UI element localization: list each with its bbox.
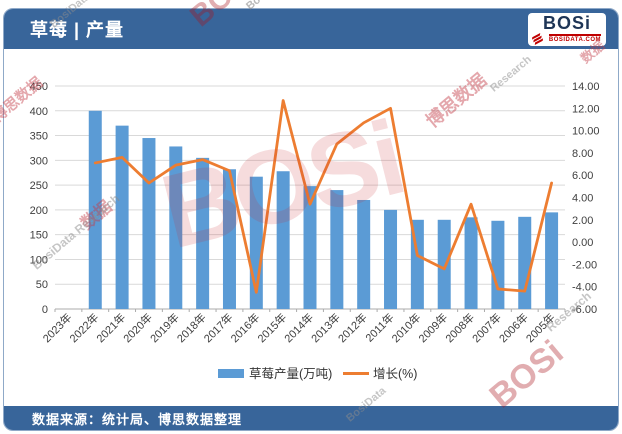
legend-bar-label: 草莓产量(万吨) [249,367,332,381]
x-axis-label: 2021年 [93,310,128,345]
x-axis-label: 2009年 [415,310,450,345]
y-axis-left-label: 0 [42,304,48,316]
y-axis-right-label: 14.00 [572,81,600,93]
logo-bottom-row: BOSIDATA.COM [531,32,601,45]
y-axis-right-label: 4.00 [572,193,593,205]
y-axis-right-label: 12.00 [572,103,600,115]
bar [196,157,210,309]
x-axis-label: 2010年 [388,310,423,345]
y-axis-left-label: 400 [30,106,48,118]
y-axis-right-label: -4.00 [572,282,597,294]
x-axis-label: 2012年 [335,310,370,345]
legend-line-label: 增长(%) [373,366,417,381]
y-axis-left-label: 150 [30,230,48,242]
bar [491,220,505,309]
bar [518,216,532,309]
y-axis-left-label: 450 [30,81,48,93]
footer-bar: 数据来源：统计局、博思数据整理 [4,406,618,430]
y-axis-right-label: 6.00 [572,170,593,182]
y-axis-right-label: 2.00 [572,215,593,227]
bar [437,219,451,309]
x-axis-label: 2016年 [227,310,262,345]
chart-svg: 0 50 100 150 200 250 300 350 400 450 -6.00 -4.00 -2.… [30,81,600,381]
x-axis-label: 2007年 [469,310,504,345]
y-axis-left-label: 100 [30,254,48,266]
x-axis-label: 2008年 [442,310,477,345]
bar [88,110,102,310]
logo-text: BOSi [542,12,591,33]
bar [222,169,236,309]
bar [330,190,344,309]
bar [357,199,371,309]
bar [545,212,559,309]
y-axis-left-label: 300 [30,155,48,167]
y-axis-right-label: 8.00 [572,148,593,160]
y-axis-left-label: 250 [30,180,48,192]
logo-domain: BOSIDATA.COM [548,33,601,44]
bar [464,217,478,309]
bar [142,138,156,309]
data-source-text: 数据来源：统计局、博思数据整理 [32,411,243,427]
report-card: 草莓 | 产量 BOSi BOSIDATA.COM 0 50 100 150 200 25… [3,8,619,431]
page-title: 草莓 | 产量 [30,20,125,40]
legend-bar-swatch [218,369,244,378]
x-axis-label: 2018年 [174,310,209,345]
x-axis-label: 2006年 [496,310,531,345]
x-axis-label: 2014年 [281,310,316,345]
x-axis-label: 2005年 [523,310,558,345]
x-axis-label: 2022年 [66,310,101,345]
y-axis-right-label: 10.00 [572,126,600,138]
x-axis-label: 2015年 [254,310,289,345]
logo-stripes-icon [531,32,544,45]
bar [115,125,129,310]
bar [384,209,398,309]
bosi-logo: BOSi BOSIDATA.COM [528,12,606,46]
chart-area: 0 50 100 150 200 250 300 350 400 450 -6.00 -4.00 -2.… [4,49,618,406]
y-axis-left-label: 350 [30,131,48,143]
bar [276,171,290,309]
bar [303,186,317,309]
x-axis-label: 2017年 [201,310,236,345]
x-axis-label: 2019年 [147,310,182,345]
y-axis-left-label: 200 [30,205,48,217]
y-axis-left-label: 50 [36,279,48,291]
x-axis-label: 2020年 [120,310,155,345]
bar [169,146,183,309]
y-axis-right-label: 0.00 [572,237,593,249]
growth-line [93,99,553,294]
y-axis-right-label: -2.00 [572,259,597,271]
header-bar: 草莓 | 产量 BOSi BOSIDATA.COM [4,9,618,49]
y-axis-right-label: -6.00 [572,304,597,316]
x-axis-label: 2013年 [308,310,343,345]
